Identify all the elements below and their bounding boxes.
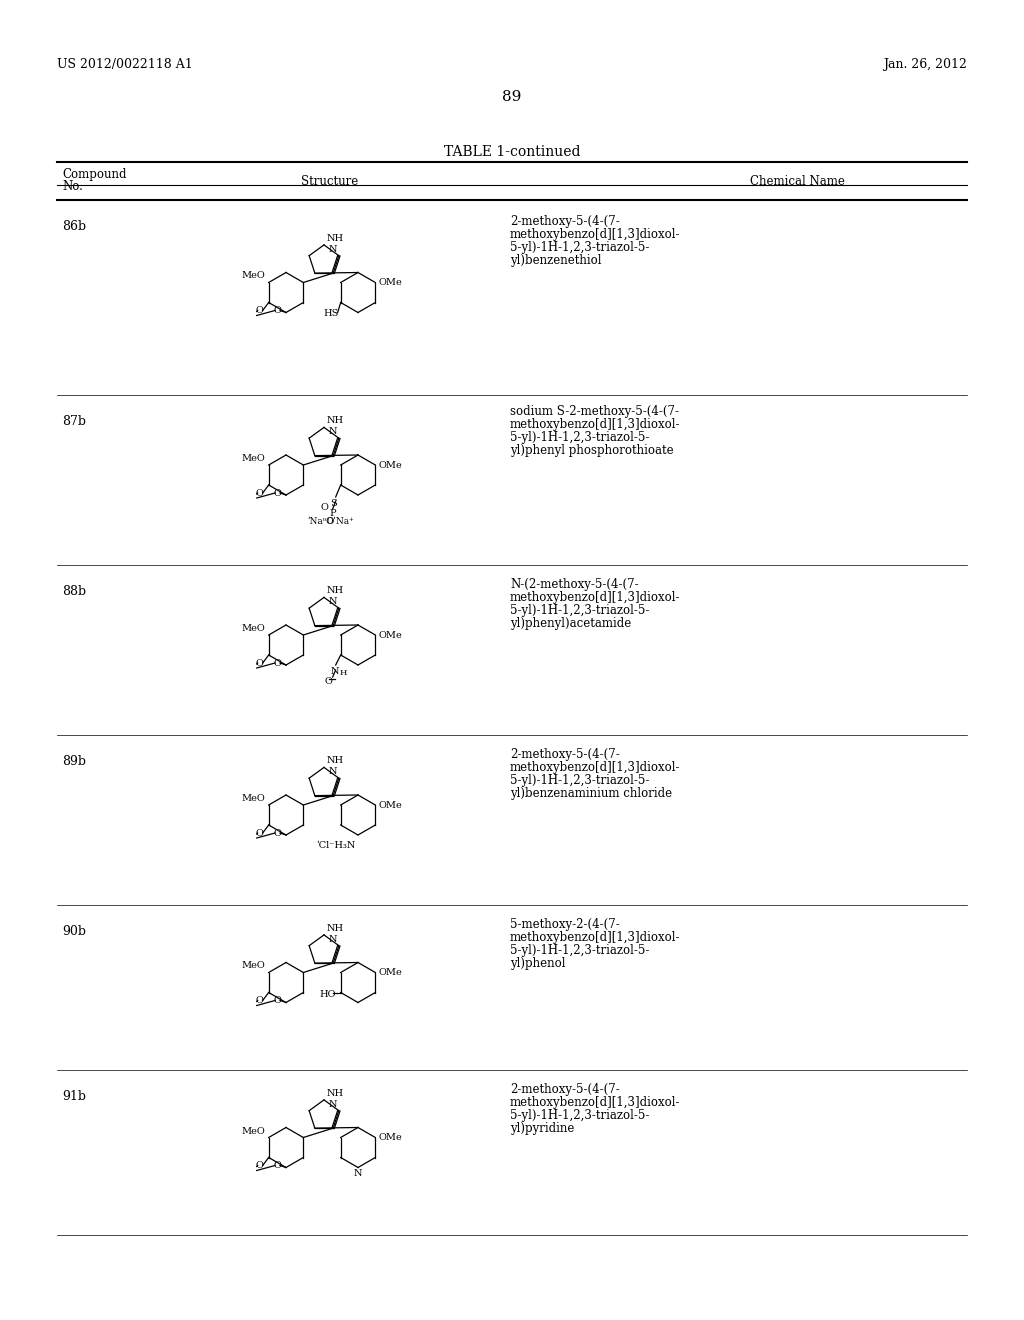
Text: Chemical Name: Chemical Name <box>750 176 845 187</box>
Text: OMe: OMe <box>378 800 402 809</box>
Text: O: O <box>273 488 281 498</box>
Text: NH: NH <box>327 756 344 766</box>
Text: O: O <box>273 659 281 668</box>
Text: methoxybenzo[d][1,3]dioxol-: methoxybenzo[d][1,3]dioxol- <box>510 228 681 242</box>
Text: 5-yl)-1H-1,2,3-triazol-5-: 5-yl)-1H-1,2,3-triazol-5- <box>510 242 649 253</box>
Text: Compound: Compound <box>62 168 127 181</box>
Text: N-(2-methoxy-5-(4-(7-: N-(2-methoxy-5-(4-(7- <box>510 578 639 591</box>
Text: O: O <box>256 488 263 498</box>
Text: O: O <box>273 997 281 1005</box>
Text: yl)phenyl phosphorothioate: yl)phenyl phosphorothioate <box>510 444 674 457</box>
Text: 2-methoxy-5-(4-(7-: 2-methoxy-5-(4-(7- <box>510 748 620 762</box>
Text: O: O <box>256 659 263 668</box>
Text: O: O <box>273 306 281 315</box>
Text: 5-yl)-1H-1,2,3-triazol-5-: 5-yl)-1H-1,2,3-triazol-5- <box>510 944 649 957</box>
Text: sodium S-2-methoxy-5-(4-(7-: sodium S-2-methoxy-5-(4-(7- <box>510 405 679 418</box>
Text: O: O <box>325 676 333 685</box>
Text: N: N <box>329 597 337 606</box>
Text: NH: NH <box>327 416 344 425</box>
Text: OMe: OMe <box>378 461 402 470</box>
Text: 86b: 86b <box>62 220 86 234</box>
Text: O: O <box>256 306 263 315</box>
Text: 2-methoxy-5-(4-(7-: 2-methoxy-5-(4-(7- <box>510 1082 620 1096</box>
Text: N: N <box>329 1100 337 1109</box>
Text: yl)benzenethiol: yl)benzenethiol <box>510 253 601 267</box>
Text: TABLE 1-continued: TABLE 1-continued <box>443 145 581 158</box>
Text: ʹNaᵒO: ʹNaᵒO <box>307 516 334 525</box>
Text: 5-methoxy-2-(4-(7-: 5-methoxy-2-(4-(7- <box>510 917 620 931</box>
Text: methoxybenzo[d][1,3]dioxol-: methoxybenzo[d][1,3]dioxol- <box>510 591 681 605</box>
Text: NH: NH <box>327 234 344 243</box>
Text: Structure: Structure <box>301 176 358 187</box>
Text: 5-yl)-1H-1,2,3-triazol-5-: 5-yl)-1H-1,2,3-triazol-5- <box>510 1109 649 1122</box>
Text: MeO: MeO <box>242 272 265 281</box>
Text: yl)phenyl)acetamide: yl)phenyl)acetamide <box>510 616 631 630</box>
Text: S: S <box>331 499 337 508</box>
Text: 5-yl)-1H-1,2,3-triazol-5-: 5-yl)-1H-1,2,3-triazol-5- <box>510 432 649 444</box>
Text: methoxybenzo[d][1,3]dioxol-: methoxybenzo[d][1,3]dioxol- <box>510 762 681 774</box>
Text: N: N <box>329 767 337 776</box>
Text: 91b: 91b <box>62 1090 86 1104</box>
Text: H: H <box>340 669 347 677</box>
Text: N: N <box>353 1170 362 1179</box>
Text: 2-methoxy-5-(4-(7-: 2-methoxy-5-(4-(7- <box>510 215 620 228</box>
Text: NH: NH <box>327 924 344 933</box>
Text: O: O <box>256 997 263 1005</box>
Text: yl)benzenaminium chloride: yl)benzenaminium chloride <box>510 787 672 800</box>
Text: Jan. 26, 2012: Jan. 26, 2012 <box>883 58 967 71</box>
Text: MeO: MeO <box>242 1126 265 1135</box>
Text: O: O <box>273 1162 281 1170</box>
Text: O: O <box>321 503 329 512</box>
Text: 88b: 88b <box>62 585 86 598</box>
Text: MeO: MeO <box>242 961 265 970</box>
Text: O: O <box>273 829 281 837</box>
Text: methoxybenzo[d][1,3]dioxol-: methoxybenzo[d][1,3]dioxol- <box>510 1096 681 1109</box>
Text: methoxybenzo[d][1,3]dioxol-: methoxybenzo[d][1,3]dioxol- <box>510 931 681 944</box>
Text: MeO: MeO <box>242 454 265 463</box>
Text: O: O <box>256 1162 263 1170</box>
Text: 5-yl)-1H-1,2,3-triazol-5-: 5-yl)-1H-1,2,3-triazol-5- <box>510 774 649 787</box>
Text: HO: HO <box>319 990 336 999</box>
Text: N: N <box>331 667 339 676</box>
Text: OMe: OMe <box>378 279 402 286</box>
Text: N: N <box>329 244 337 253</box>
Text: US 2012/0022118 A1: US 2012/0022118 A1 <box>57 58 193 71</box>
Text: OMe: OMe <box>378 968 402 977</box>
Text: OMe: OMe <box>378 631 402 639</box>
Text: N: N <box>329 935 337 944</box>
Text: No.: No. <box>62 180 83 193</box>
Text: O: O <box>256 829 263 837</box>
Text: 89b: 89b <box>62 755 86 768</box>
Text: methoxybenzo[d][1,3]dioxol-: methoxybenzo[d][1,3]dioxol- <box>510 418 681 432</box>
Text: MeO: MeO <box>242 624 265 634</box>
Text: OʹNa⁺: OʹNa⁺ <box>327 516 354 525</box>
Text: 87b: 87b <box>62 414 86 428</box>
Text: 89: 89 <box>503 90 521 104</box>
Text: P: P <box>330 508 336 517</box>
Text: N: N <box>329 428 337 436</box>
Text: NH: NH <box>327 586 344 595</box>
Text: MeO: MeO <box>242 795 265 803</box>
Text: OMe: OMe <box>378 1133 402 1142</box>
Text: yl)phenol: yl)phenol <box>510 957 565 970</box>
Text: HS: HS <box>324 309 339 318</box>
Text: NH: NH <box>327 1089 344 1098</box>
Text: 90b: 90b <box>62 925 86 939</box>
Text: yl)pyridine: yl)pyridine <box>510 1122 574 1135</box>
Text: 5-yl)-1H-1,2,3-triazol-5-: 5-yl)-1H-1,2,3-triazol-5- <box>510 605 649 616</box>
Text: ʹCl⁻H₃N: ʹCl⁻H₃N <box>316 841 355 850</box>
